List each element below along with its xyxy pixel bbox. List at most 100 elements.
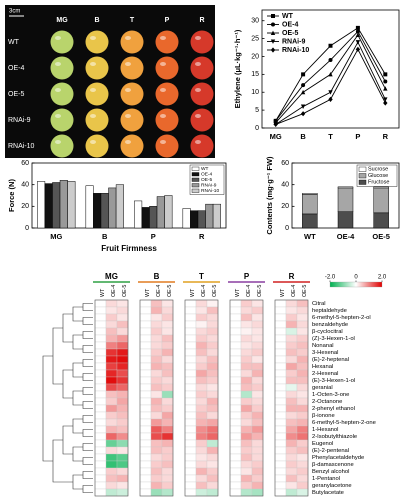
heatmap-cell: [150, 348, 163, 357]
dendrogram-branch: [42, 355, 53, 462]
heatmap-cell: [240, 481, 253, 490]
heatmap-cell: [105, 348, 118, 357]
heatmap-cell: [296, 390, 309, 399]
heatmap-cell: [240, 467, 253, 476]
heatmap-cell: [195, 411, 208, 420]
heatmap-cell: [94, 327, 107, 336]
fruit: [155, 108, 179, 132]
fruit: [120, 82, 144, 106]
heatmap-cell: [150, 411, 163, 420]
heatmap-cell: [150, 460, 163, 469]
heatmap-cell: [184, 306, 197, 315]
heatmap-cell: [139, 404, 152, 413]
heatmap-cell: [139, 369, 152, 378]
heatmap-cell: [285, 474, 298, 483]
heatmap-cell: [229, 418, 242, 427]
heatmap-cell: [105, 376, 118, 385]
fruit: [50, 56, 74, 80]
heatmap-cell: [105, 383, 118, 392]
legend-label: OE-5: [282, 30, 298, 37]
heatmap-cell: [229, 425, 242, 434]
heatmap-cell: [139, 488, 152, 497]
heatmap-cell: [150, 453, 163, 462]
heatmap-cell: [195, 306, 208, 315]
plot-frame: [31, 162, 227, 229]
heatmap-cell: [251, 418, 264, 427]
heatmap-cell: [139, 432, 152, 441]
fruit: [190, 134, 214, 158]
heatmap-cell: [195, 334, 208, 343]
heatmap-cell: [195, 397, 208, 406]
group-frame: [229, 299, 264, 497]
data-point: [300, 104, 306, 109]
heatmap-cell: [206, 334, 219, 343]
row-label: 6-methyl-5-hepten-2-one: [312, 420, 376, 426]
heatmap-cell: [296, 341, 309, 350]
legend-marker: [270, 30, 276, 35]
heatmap-cell: [285, 383, 298, 392]
data-point: [301, 72, 306, 77]
heatmap-cell: [161, 299, 174, 308]
fruit-highlight: [125, 140, 131, 144]
heatmap-cell: [240, 460, 253, 469]
data-point: [383, 100, 388, 106]
heatmap-cell: [240, 446, 253, 455]
bar-segment: [337, 186, 354, 189]
heatmap-cell: [229, 446, 242, 455]
heatmap-cell: [116, 432, 129, 441]
scale-label: 3cm: [9, 9, 20, 15]
heatmap-cell: [161, 474, 174, 483]
stage-label: P: [165, 17, 170, 24]
bar: [37, 181, 46, 229]
heatmap-cell: [184, 411, 197, 420]
row-label: Benzyl alcohol: [312, 469, 349, 475]
column-label: OE-5: [257, 285, 263, 297]
heatmap-cell: [150, 488, 163, 497]
heatmap-cell: [94, 299, 107, 308]
legend-label: RNAi-9: [282, 38, 305, 45]
dendrogram-branch: [62, 369, 73, 399]
fruit-highlight: [90, 140, 96, 144]
row-label: (Z)-3-Hexen-1-ol: [312, 336, 355, 342]
heatmap-cell: [195, 313, 208, 322]
heatmap-cell: [229, 327, 242, 336]
heatmap-cell: [105, 439, 118, 448]
heatmap-cell: [296, 411, 309, 420]
series-line: [275, 41, 386, 125]
heatmap-cell: [206, 432, 219, 441]
heatmap-cell: [229, 460, 242, 469]
heatmap-cell: [116, 474, 129, 483]
fruit-highlight: [160, 114, 166, 118]
heatmap-cell: [94, 453, 107, 462]
bar: [85, 185, 94, 229]
fruit-highlight: [90, 62, 96, 66]
heatmap-cell: [285, 439, 298, 448]
heatmap-cell: [195, 481, 208, 490]
heatmap-cell: [274, 341, 287, 350]
heatmap-cell: [229, 313, 242, 322]
heatmap-cell: [240, 411, 253, 420]
y-tick-label: 20: [251, 53, 259, 60]
row-label: (E)-2-pentenal: [312, 448, 349, 454]
data-point: [355, 46, 361, 52]
heatmap-cell: [105, 390, 118, 399]
heatmap-cell: [150, 446, 163, 455]
heatmap-cell: [184, 383, 197, 392]
heatmap-cell: [240, 390, 253, 399]
fruit-highlight: [160, 62, 166, 66]
heatmap-cell: [116, 418, 129, 427]
heatmap-cell: [150, 425, 163, 434]
heatmap-cell: [150, 306, 163, 315]
heatmap-cell: [94, 397, 107, 406]
heatmap-cell: [229, 376, 242, 385]
heatmap-cell: [139, 425, 152, 434]
heatmap-cell: [116, 390, 129, 399]
heatmap-cell: [161, 341, 174, 350]
row-label: β-ionone: [312, 413, 335, 419]
heatmap-cell: [161, 481, 174, 490]
heatmap-cell: [139, 481, 152, 490]
heatmap-cell: [206, 481, 219, 490]
heatmap-cell: [285, 320, 298, 329]
data-point: [328, 58, 333, 63]
heatmap-cell: [139, 355, 152, 364]
